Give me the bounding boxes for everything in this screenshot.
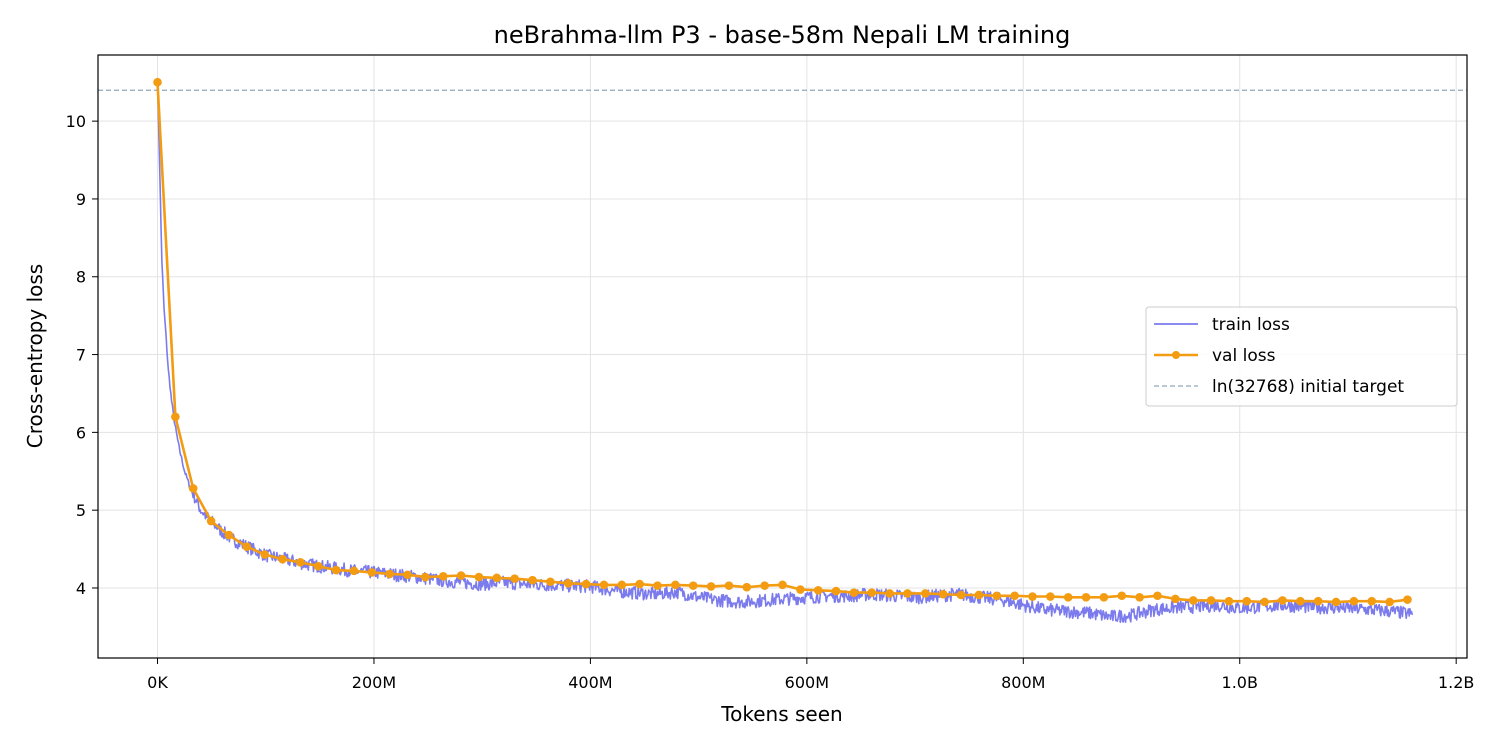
val-point [1260, 597, 1269, 607]
x-tick-label: 800M [1001, 673, 1045, 692]
y-tick-label: 5 [76, 501, 86, 520]
val-point [635, 579, 644, 589]
val-point [1331, 597, 1341, 607]
val-point [385, 569, 394, 579]
x-tick-label: 1.2B [1438, 673, 1474, 692]
val-point [171, 412, 180, 422]
val-point [1224, 596, 1234, 606]
val-point [813, 586, 823, 595]
val-point [1081, 593, 1091, 602]
legend-marker-val [1172, 351, 1180, 359]
val-point [296, 557, 305, 567]
val-point [1242, 596, 1252, 606]
val-point [1385, 597, 1394, 607]
y-tick-label: 10 [66, 112, 86, 131]
y-tick-label: 8 [76, 268, 86, 287]
val-point [1349, 596, 1359, 606]
y-axis-ticks: 4 5 6 7 8 9 10 [66, 112, 98, 598]
val-point [688, 581, 698, 590]
val-point [956, 590, 966, 600]
val-point [1188, 596, 1198, 605]
val-point [653, 581, 662, 590]
x-tick-label: 200M [352, 673, 396, 692]
x-tick-label: 600M [785, 673, 829, 692]
val-point [742, 582, 752, 592]
val-point [260, 550, 269, 559]
y-tick-label: 4 [76, 579, 86, 598]
val-point [706, 582, 716, 591]
val-point [778, 580, 787, 590]
val-point [206, 516, 216, 526]
legend-label-val: val loss [1212, 346, 1276, 366]
val-point [421, 572, 430, 582]
y-tick-label: 9 [76, 190, 86, 209]
val-point [224, 530, 234, 540]
val-point [510, 574, 519, 583]
y-tick-label: 7 [76, 346, 86, 365]
val-point [242, 542, 252, 552]
val-point [671, 580, 680, 590]
val-point [367, 568, 377, 577]
val-point [1403, 595, 1412, 604]
y-axis-label: Cross-entropy loss [23, 264, 47, 448]
val-point [974, 590, 984, 600]
val-point [278, 554, 287, 564]
val-point [992, 591, 1002, 601]
x-tick-label: 400M [568, 673, 612, 692]
val-point [188, 484, 198, 493]
val-point [563, 579, 573, 588]
val-point [1153, 591, 1162, 601]
val-point [581, 579, 591, 589]
x-tick-label: 0K [147, 673, 168, 692]
val-point [1367, 596, 1377, 606]
legend-label-target: ln(32768) initial target [1212, 377, 1404, 397]
x-axis-ticks: 0K 200M 400M 600M 800M 1.0B 1.2B [147, 658, 1474, 692]
val-point [474, 572, 484, 582]
legend-label-train: train loss [1212, 315, 1290, 335]
val-point [617, 580, 627, 590]
val-point [796, 585, 805, 594]
x-axis-label: Tokens seen [720, 702, 842, 726]
val-point [492, 573, 502, 583]
val-point [331, 565, 341, 575]
val-point [456, 571, 466, 580]
val-point [1010, 591, 1019, 601]
val-point [1296, 596, 1305, 606]
val-point [349, 566, 359, 576]
val-point [760, 581, 769, 590]
val-point [1028, 592, 1037, 601]
y-tick-label: 6 [76, 423, 86, 442]
legend: train loss val loss ln(32768) initial ta… [1145, 306, 1458, 407]
val-point [938, 589, 948, 599]
val-point [921, 589, 930, 598]
val-point [1117, 591, 1127, 601]
val-point [849, 588, 859, 597]
legend-box [1145, 306, 1458, 407]
val-point [313, 561, 323, 571]
val-point [599, 580, 609, 590]
plot-frame [97, 54, 1468, 659]
val-point [1206, 596, 1216, 605]
val-point [546, 577, 555, 587]
val-point [1171, 594, 1180, 604]
val-point [1135, 593, 1144, 602]
val-point [903, 589, 912, 598]
val-point [403, 570, 412, 580]
val-point [528, 575, 537, 585]
val-point [867, 588, 877, 597]
val-point [885, 589, 894, 598]
val-point [153, 77, 162, 87]
series-layer [98, 77, 1467, 624]
val-point [1278, 596, 1287, 605]
chart-title: neBrahma-llm P3 - base-58m Nepali LM tra… [494, 21, 1071, 49]
val-point [724, 581, 734, 590]
val-point [831, 586, 841, 596]
val-point [1046, 592, 1055, 601]
val-point [1099, 593, 1109, 602]
x-tick-label: 1.0B [1222, 673, 1258, 692]
val-point [1063, 593, 1073, 602]
val-point [1313, 596, 1323, 606]
val-point [438, 572, 448, 581]
